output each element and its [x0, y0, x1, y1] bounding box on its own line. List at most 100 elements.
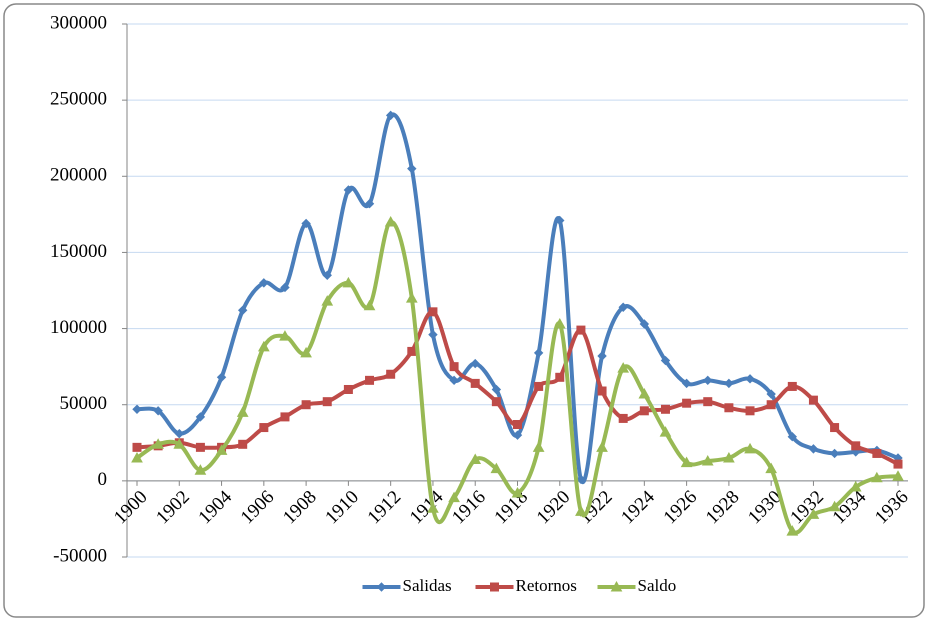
marker [575, 505, 587, 516]
marker [449, 375, 459, 386]
marker [576, 474, 586, 485]
marker [343, 384, 353, 394]
marker [765, 462, 778, 474]
marker [427, 502, 439, 513]
marker [553, 317, 566, 329]
marker [216, 372, 227, 383]
marker [555, 215, 565, 226]
marker [132, 442, 142, 452]
marker [215, 444, 228, 455]
marker [618, 302, 628, 312]
marker [363, 299, 376, 311]
marker [724, 378, 734, 389]
marker [301, 400, 311, 410]
legend-marker [610, 580, 623, 592]
marker [301, 218, 311, 229]
marker [259, 278, 269, 288]
marker [786, 525, 799, 536]
marker [851, 441, 861, 451]
marker [385, 110, 396, 121]
marker [680, 456, 693, 468]
marker [364, 198, 375, 209]
marker [745, 374, 755, 384]
y-tick-label: 150000 [50, 241, 107, 262]
marker [660, 355, 671, 366]
marker [808, 444, 819, 454]
marker [893, 459, 903, 469]
marker [386, 369, 396, 379]
marker [322, 270, 332, 280]
marker [660, 404, 670, 414]
marker [703, 375, 713, 386]
marker [828, 500, 841, 512]
marker [343, 185, 354, 195]
marker [533, 348, 544, 358]
y-tick-label: 100000 [50, 317, 107, 338]
marker [576, 325, 586, 335]
marker [766, 389, 776, 399]
marker [617, 362, 630, 373]
legend-label: Saldo [638, 576, 677, 595]
marker [321, 295, 334, 306]
marker [449, 362, 459, 372]
marker [194, 464, 207, 475]
marker [849, 480, 862, 492]
marker [659, 426, 672, 437]
marker [555, 372, 565, 382]
marker [872, 448, 882, 458]
marker [808, 395, 818, 405]
y-tick-label: 50000 [60, 393, 108, 414]
y-tick-label: 300000 [50, 12, 107, 33]
marker [787, 381, 797, 391]
y-tick-label: 200000 [50, 165, 107, 186]
marker [259, 423, 269, 433]
marker [173, 438, 186, 449]
marker [744, 442, 756, 454]
marker [766, 400, 776, 410]
marker [534, 381, 544, 391]
marker [448, 491, 460, 503]
marker [132, 404, 142, 414]
marker [703, 397, 713, 407]
marker [365, 375, 375, 385]
marker [682, 398, 692, 408]
marker [407, 346, 417, 356]
marker [830, 423, 840, 433]
marker [131, 451, 143, 463]
marker [618, 413, 628, 423]
legend-marker [376, 582, 387, 592]
marker [723, 451, 735, 463]
marker [681, 378, 692, 389]
marker [428, 329, 438, 340]
marker [238, 439, 248, 449]
marker [237, 305, 248, 316]
marker [807, 508, 820, 519]
marker [491, 397, 501, 407]
y-tick-label: -50000 [53, 545, 107, 566]
legend-marker [490, 582, 499, 592]
marker [596, 441, 608, 452]
marker [300, 346, 312, 358]
marker [257, 340, 270, 352]
marker [152, 438, 164, 449]
marker [871, 471, 883, 483]
marker [513, 420, 522, 430]
marker [892, 470, 904, 481]
marker [638, 388, 651, 399]
marker [597, 351, 607, 361]
marker [470, 358, 480, 369]
marker [787, 431, 798, 442]
y-tick-label: 0 [98, 469, 108, 490]
marker [512, 430, 523, 440]
marker [532, 441, 545, 452]
marker [511, 487, 524, 498]
marker [405, 292, 418, 303]
marker [280, 282, 290, 293]
legend: Salidas Retornos Saldo [362, 576, 677, 595]
marker [384, 215, 397, 227]
marker [639, 406, 649, 416]
marker [724, 403, 734, 413]
marker [195, 412, 206, 422]
legend-label: Retornos [516, 576, 577, 595]
